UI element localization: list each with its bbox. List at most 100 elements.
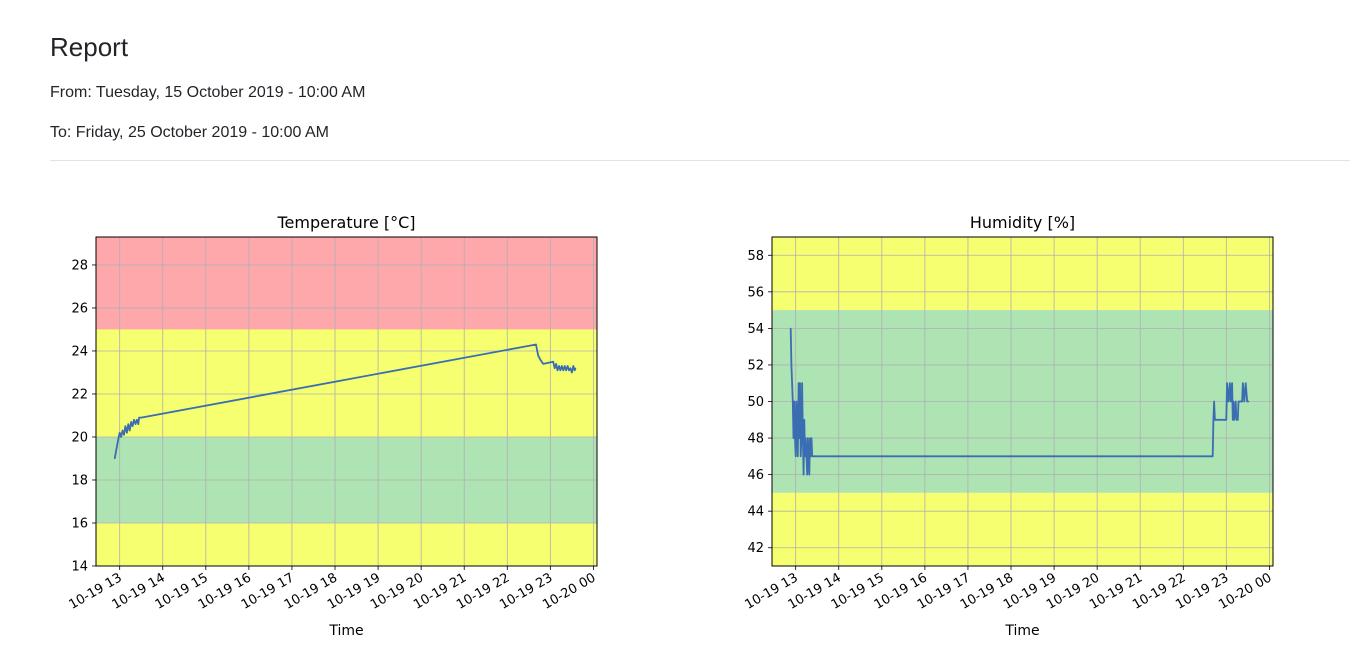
data-point bbox=[1212, 455, 1214, 457]
data-point bbox=[1235, 400, 1237, 403]
data-point bbox=[569, 367, 572, 369]
data-point bbox=[1231, 382, 1233, 384]
data-point bbox=[807, 437, 809, 439]
threshold-band-red bbox=[96, 237, 597, 330]
data-point bbox=[800, 437, 802, 439]
page-title: Report bbox=[50, 32, 129, 62]
series-points bbox=[114, 343, 577, 460]
y-tick-label: 44 bbox=[747, 505, 764, 520]
data-point bbox=[568, 369, 570, 371]
data-point bbox=[790, 327, 792, 329]
y-tick-label: 52 bbox=[747, 358, 764, 373]
data-point bbox=[1233, 419, 1235, 421]
data-point bbox=[802, 437, 804, 439]
data-point bbox=[134, 423, 137, 425]
data-point bbox=[1232, 419, 1234, 421]
data-point bbox=[554, 367, 556, 369]
y-tick-label: 48 bbox=[747, 432, 764, 447]
data-point bbox=[804, 455, 806, 457]
data-point bbox=[136, 419, 138, 421]
data-point bbox=[567, 365, 569, 367]
data-point bbox=[793, 400, 795, 403]
data-point bbox=[801, 382, 803, 384]
header-divider bbox=[50, 160, 1350, 161]
y-tick-label: 50 bbox=[747, 395, 764, 410]
data-point bbox=[565, 369, 567, 371]
data-point bbox=[555, 363, 557, 365]
data-point bbox=[561, 365, 563, 367]
threshold-band-yellow bbox=[772, 492, 1273, 566]
data-point bbox=[1248, 400, 1250, 403]
data-point bbox=[559, 369, 562, 371]
data-point bbox=[122, 429, 124, 432]
y-tick-label: 46 bbox=[747, 468, 764, 483]
data-point bbox=[805, 455, 808, 457]
data-point bbox=[117, 438, 119, 440]
data-point bbox=[790, 364, 792, 366]
data-point bbox=[797, 455, 799, 457]
y-tick-label: 28 bbox=[71, 258, 88, 273]
series-line bbox=[789, 328, 1249, 476]
data-point bbox=[129, 429, 131, 432]
y-tick-label: 22 bbox=[71, 387, 88, 402]
data-point bbox=[564, 365, 566, 367]
data-point bbox=[795, 455, 797, 457]
data-point bbox=[114, 457, 116, 460]
data-point bbox=[814, 455, 816, 457]
y-tick-label: 16 bbox=[71, 516, 88, 531]
data-point bbox=[1227, 400, 1230, 403]
grid bbox=[772, 237, 1273, 566]
data-point bbox=[796, 419, 798, 421]
data-point bbox=[127, 423, 129, 425]
data-point bbox=[124, 425, 126, 427]
data-point bbox=[535, 343, 537, 346]
y-tick-label: 54 bbox=[747, 322, 764, 337]
data-point bbox=[1229, 382, 1231, 384]
y-tick-label: 14 bbox=[71, 560, 88, 575]
report-from-date: From: Tuesday, 15 October 2019 - 10:00 A… bbox=[50, 84, 366, 101]
x-axis-label: Time bbox=[1004, 623, 1039, 639]
data-point bbox=[1246, 400, 1248, 403]
data-point bbox=[558, 365, 560, 367]
data-point bbox=[138, 417, 140, 419]
data-point bbox=[574, 367, 577, 369]
data-point bbox=[794, 437, 796, 439]
data-point bbox=[1214, 419, 1216, 421]
data-point bbox=[1232, 400, 1235, 403]
data-point bbox=[810, 455, 812, 457]
y-tick-label: 18 bbox=[71, 473, 88, 488]
y-tick-label: 42 bbox=[747, 541, 764, 556]
temperature-chart: 14 16 18 20 22 24 26 28 10-19 13 10-19 14 10-19 15… bbox=[0, 196, 640, 656]
y-tick-label: 26 bbox=[71, 301, 88, 316]
x-axis-label: Time bbox=[328, 623, 363, 639]
report-to-date: To: Friday, 25 October 2019 - 10:00 AM bbox=[50, 124, 329, 141]
data-point bbox=[572, 365, 574, 367]
data-point bbox=[126, 432, 128, 434]
data-point bbox=[798, 437, 800, 439]
data-point bbox=[132, 425, 134, 427]
chart-title: Temperature [°C] bbox=[276, 213, 415, 232]
data-point bbox=[1241, 400, 1243, 403]
data-point bbox=[1242, 382, 1244, 384]
data-point bbox=[806, 474, 808, 476]
data-point bbox=[800, 455, 802, 457]
data-point bbox=[137, 423, 139, 425]
data-point bbox=[1237, 400, 1240, 403]
data-point bbox=[123, 434, 125, 436]
data-point bbox=[140, 417, 142, 419]
data-point bbox=[130, 421, 132, 423]
data-point bbox=[542, 363, 544, 365]
data-point bbox=[133, 419, 135, 421]
data-point bbox=[120, 436, 122, 438]
data-point bbox=[791, 382, 793, 384]
data-point bbox=[539, 359, 541, 361]
data-point bbox=[795, 400, 797, 403]
data-point bbox=[1243, 400, 1245, 403]
chart-title: Humidity [%] bbox=[970, 213, 1075, 232]
data-point bbox=[1212, 419, 1214, 421]
data-point bbox=[810, 437, 813, 439]
data-point bbox=[803, 474, 805, 476]
y-tick-label: 56 bbox=[747, 285, 764, 300]
